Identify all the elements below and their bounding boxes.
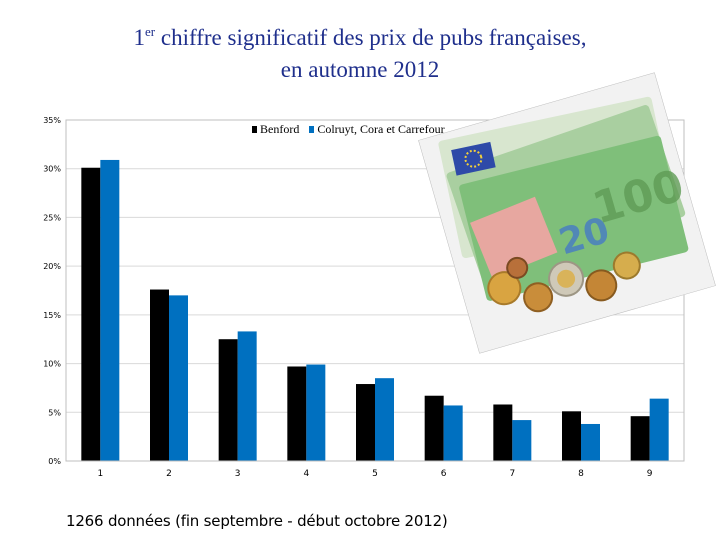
y-tick-label: 35% <box>43 116 61 125</box>
bar-retail <box>375 378 394 461</box>
legend-swatch-benford <box>252 126 257 133</box>
bar-retail <box>649 398 669 461</box>
title-superscript: er <box>145 24 156 39</box>
chart-title: 1er chiffre significatif des prix de pub… <box>0 22 720 86</box>
y-tick-label: 20% <box>43 262 61 271</box>
x-tick-label: 3 <box>235 469 241 479</box>
x-tick-label: 4 <box>303 469 309 479</box>
legend-item-retail: Colruyt, Cora et Carrefour <box>309 122 445 137</box>
x-tick-label: 8 <box>578 469 584 479</box>
legend: Benford Colruyt, Cora et Carrefour <box>252 122 445 137</box>
y-tick-label: 15% <box>43 311 61 320</box>
x-tick-label: 9 <box>647 469 653 479</box>
title-line2: en automne 2012 <box>280 57 440 82</box>
bar-retail <box>306 364 326 461</box>
bar-retail <box>443 405 463 461</box>
y-tick-label: 30% <box>43 165 61 174</box>
euro-banknotes-and-coins-photo: 100 20 <box>418 72 716 354</box>
title-line1-rest: chiffre significatif des prix de pubs fr… <box>155 25 587 50</box>
bar-retail <box>100 159 120 461</box>
legend-item-benford: Benford <box>252 122 299 137</box>
x-tick-label: 5 <box>372 469 378 479</box>
bar-retail <box>581 423 600 461</box>
bar-benford <box>81 167 101 462</box>
bar-benford <box>287 366 307 461</box>
bar-benford <box>150 289 169 461</box>
legend-label-benford: Benford <box>260 122 300 136</box>
bar-benford <box>424 395 444 461</box>
legend-label-retail: Colruyt, Cora et Carrefour <box>317 122 445 136</box>
y-tick-label: 5% <box>48 408 61 417</box>
bar-benford <box>562 411 581 461</box>
bar-benford <box>356 384 375 461</box>
x-tick-label: 7 <box>509 469 515 479</box>
legend-swatch-retail <box>309 126 315 133</box>
title-line1-prefix: 1 <box>133 25 146 50</box>
y-tick-label: 0% <box>48 457 61 466</box>
x-tick-label: 2 <box>166 469 172 479</box>
bar-benford <box>630 416 650 461</box>
bars <box>81 159 669 462</box>
bar-retail <box>512 420 532 461</box>
bar-retail <box>237 331 257 461</box>
bar-benford <box>218 339 238 461</box>
y-tick-label: 10% <box>43 360 61 369</box>
bar-benford <box>493 404 513 461</box>
bar-retail <box>169 295 188 461</box>
footnote: 1266 données (fin septembre - début octo… <box>66 512 448 530</box>
y-tick-label: 25% <box>43 213 61 222</box>
x-tick-label: 6 <box>441 469 447 479</box>
x-tick-label: 1 <box>97 469 103 479</box>
